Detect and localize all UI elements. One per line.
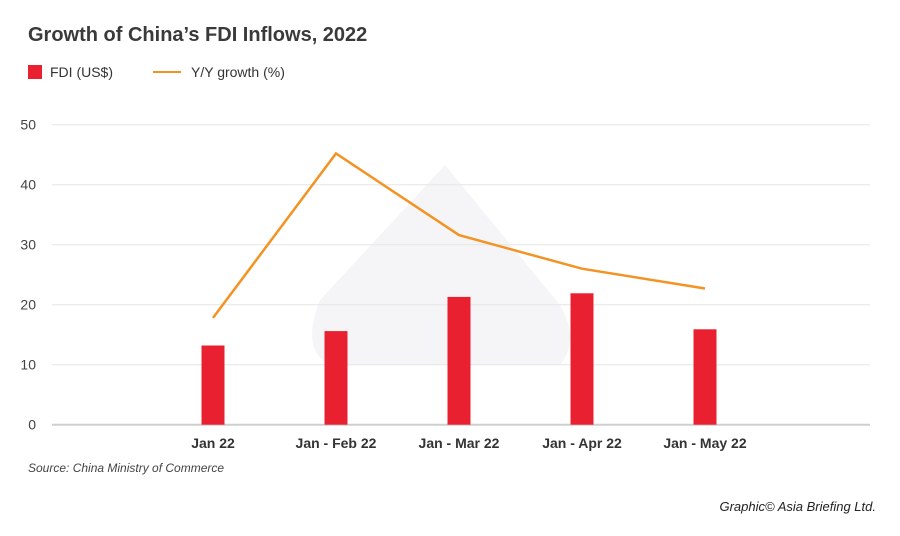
y-tick-label: 40 <box>20 177 36 193</box>
y-tick-label: 0 <box>28 417 36 433</box>
y-tick-label: 20 <box>20 297 36 313</box>
bar-1 <box>324 331 348 425</box>
y-tick-label: 10 <box>20 357 36 373</box>
chart-title: Growth of China’s FDI Inflows, 2022 <box>28 24 368 46</box>
y-tick-label: 50 <box>20 117 36 133</box>
legend-swatch-growth <box>153 71 181 73</box>
legend-swatch-fdi <box>28 65 42 79</box>
credit: Graphic© Asia Briefing Ltd. <box>719 499 876 514</box>
legend-label-growth: Y/Y growth (%) <box>191 64 285 80</box>
bar-4 <box>693 329 717 425</box>
x-tick-label: Jan - May 22 <box>663 435 746 451</box>
bar-2 <box>447 296 471 425</box>
legend: FDI (US$) Y/Y growth (%) <box>28 64 285 80</box>
x-tick-label: Jan - Feb 22 <box>296 435 377 451</box>
x-tick-label: Jan 22 <box>191 435 235 451</box>
x-tick-label: Jan - Mar 22 <box>419 435 500 451</box>
bar-0 <box>201 345 225 425</box>
y-tick-label: 30 <box>20 237 36 253</box>
legend-label-fdi: FDI (US$) <box>50 64 113 80</box>
x-tick-label: Jan - Apr 22 <box>542 435 622 451</box>
bar-3 <box>570 293 594 425</box>
watermark-logo <box>312 165 570 365</box>
source-note: Source: China Ministry of Commerce <box>28 461 225 475</box>
